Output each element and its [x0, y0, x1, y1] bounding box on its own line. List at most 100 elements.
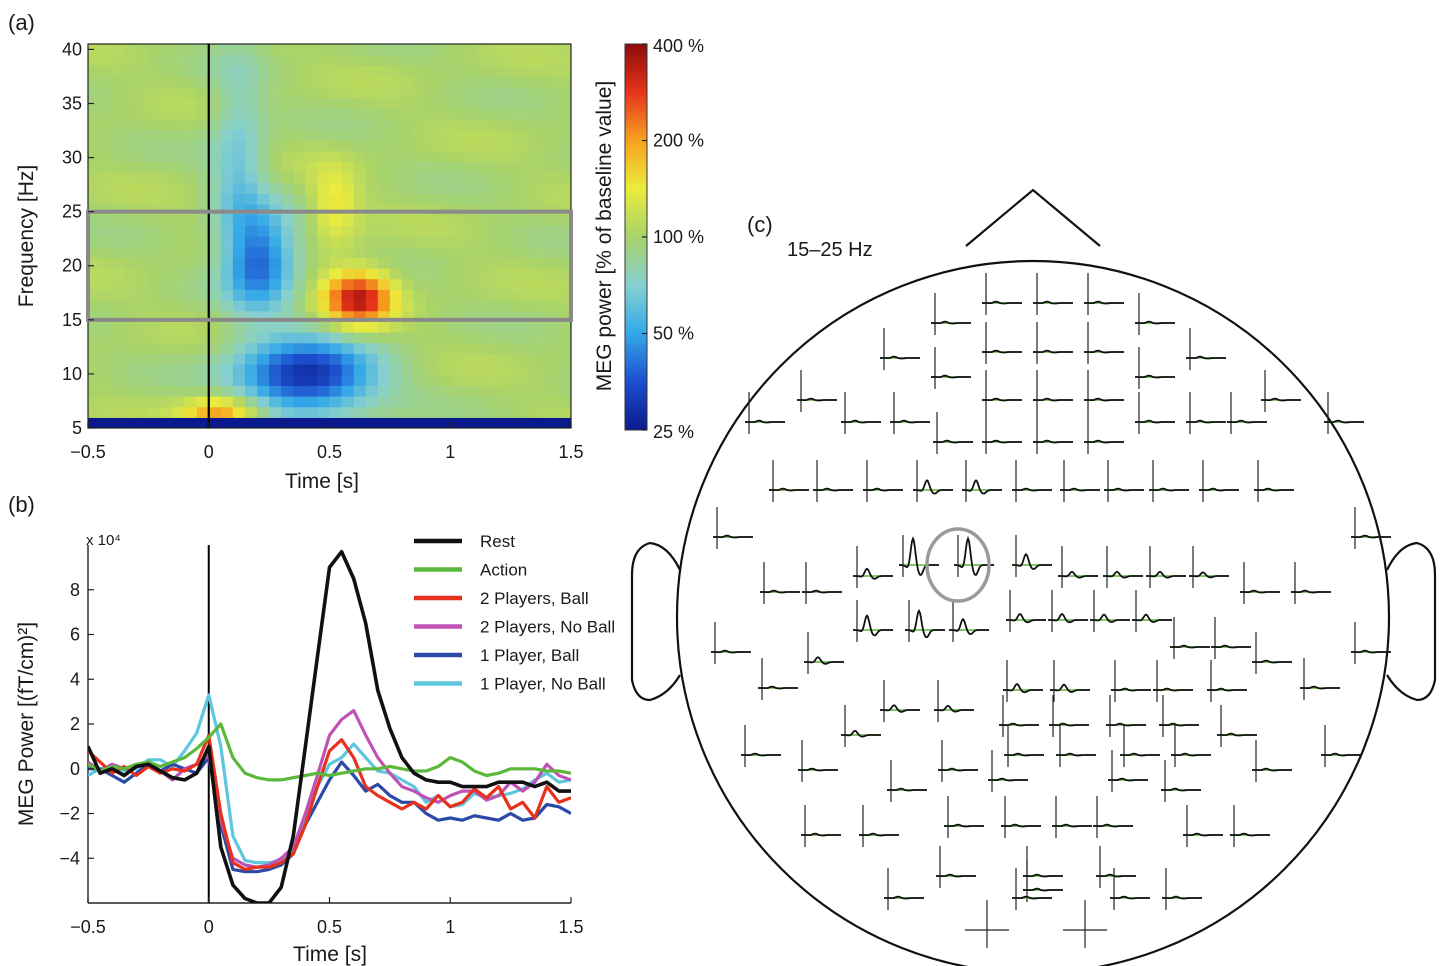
heatmap-cell	[244, 342, 258, 354]
heatmap-cell	[208, 385, 222, 397]
y-tick-label: 15	[62, 310, 82, 330]
heatmap-cell	[522, 161, 536, 173]
heatmap-cell	[305, 257, 319, 269]
heatmap-cell	[196, 172, 210, 184]
heatmap-cell	[377, 374, 391, 386]
heatmap-cell	[438, 268, 451, 280]
heatmap-cell	[112, 396, 125, 408]
heatmap-cell	[112, 108, 125, 120]
heatmap-cell	[546, 353, 560, 365]
heatmap-cell	[329, 417, 343, 428]
heatmap-cell	[208, 150, 222, 162]
heatmap-cell	[232, 204, 246, 216]
heatmap-cell	[112, 161, 125, 173]
sensor	[741, 725, 781, 767]
heatmap-cell	[341, 310, 355, 322]
heatmap-cell	[414, 257, 427, 269]
heatmap-cell	[244, 385, 258, 397]
heatmap-cell	[112, 182, 125, 194]
sensor-trace-black	[1033, 300, 1073, 305]
heatmap-cell	[365, 108, 379, 120]
heatmap-cell	[305, 97, 319, 109]
heatmap-cell	[522, 353, 536, 365]
heatmap-cell	[474, 353, 488, 365]
heatmap-cell	[462, 374, 475, 386]
sensor-trace-black	[1096, 873, 1136, 878]
heatmap-cell	[136, 374, 149, 386]
heatmap-cell	[172, 364, 186, 376]
sensor	[797, 370, 837, 412]
sensor	[887, 760, 927, 802]
heatmap-cell	[160, 65, 174, 77]
heatmap-cell	[124, 54, 137, 66]
heatmap-cell	[293, 225, 306, 237]
heatmap-cell	[389, 140, 403, 152]
heatmap-cell	[220, 289, 234, 301]
sensor	[769, 460, 809, 502]
heatmap-cell	[100, 310, 113, 322]
heatmap-cell	[220, 374, 234, 386]
heatmap-cell	[438, 332, 451, 344]
sensor-trace-black	[1153, 687, 1193, 692]
heatmap-cell	[341, 65, 355, 77]
heatmap-cell	[498, 193, 512, 205]
heatmap-cell	[414, 268, 427, 280]
heatmap-cell	[317, 118, 331, 130]
heatmap-cell	[148, 225, 162, 237]
heatmap-cell	[124, 204, 137, 216]
heatmap-cell	[112, 332, 125, 344]
sensor-trace-black	[1324, 419, 1364, 424]
heatmap-cell	[438, 161, 451, 173]
heatmap-cell	[208, 278, 222, 290]
heatmap-cell	[136, 332, 149, 344]
sensor-trace-black	[1033, 349, 1073, 354]
heatmap-cell	[112, 364, 125, 376]
heatmap-cell	[329, 204, 343, 216]
heatmap-cell	[377, 406, 391, 418]
sensor-trace-black	[1217, 732, 1257, 737]
heatmap-cell	[317, 140, 331, 152]
sensor	[760, 562, 800, 604]
heatmap-cell	[257, 44, 270, 56]
heatmap-cell	[498, 246, 512, 258]
heatmap-cell	[160, 225, 174, 237]
sensor-trace-black	[1171, 752, 1211, 757]
heatmap-cell	[136, 97, 149, 109]
heatmap-cell	[450, 300, 463, 312]
heatmap-cell	[534, 214, 548, 226]
heatmap-cell	[136, 321, 149, 333]
heatmap-cell	[450, 406, 463, 418]
heatmap-cell	[160, 236, 174, 248]
heatmap-cell	[281, 172, 294, 184]
heatmap-cell	[546, 300, 560, 312]
heatmap-cell	[462, 310, 475, 322]
heatmap-cell	[220, 204, 234, 216]
heatmap-cell	[232, 129, 246, 141]
colorbar-tick-label: 25 %	[653, 422, 694, 442]
heatmap-cell	[401, 300, 415, 312]
sensor	[1004, 725, 1044, 767]
heatmap-cell	[510, 161, 524, 173]
heatmap-cell	[184, 385, 198, 397]
heatmap-cell	[124, 289, 137, 301]
heatmap-cell	[510, 396, 524, 408]
heatmap-cell	[377, 161, 391, 173]
heatmap-cell	[317, 310, 331, 322]
heatmap-cell	[112, 140, 125, 152]
heatmap-cell	[184, 193, 198, 205]
heatmap-cell	[341, 246, 355, 258]
heatmap-cell	[546, 204, 560, 216]
heatmap-cell	[329, 44, 343, 56]
heatmap-cell	[426, 310, 439, 322]
heatmap-cell	[426, 214, 439, 226]
heatmap-cell	[534, 150, 548, 162]
heatmap-cell	[534, 86, 548, 98]
heatmap-cell	[293, 353, 306, 365]
sensor	[1132, 590, 1172, 632]
heatmap-cell	[317, 289, 331, 301]
heatmap-cell	[365, 289, 379, 301]
heatmap-cell	[438, 193, 451, 205]
heatmap-cell	[462, 417, 475, 428]
x-tick-label: 1	[445, 442, 455, 462]
heatmap-cell	[244, 204, 258, 216]
